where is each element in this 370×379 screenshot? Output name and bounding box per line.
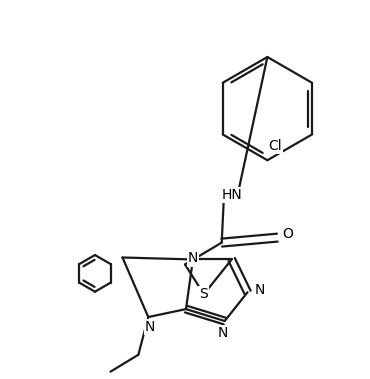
Text: S: S: [199, 287, 208, 301]
Text: N: N: [188, 252, 198, 265]
Text: N: N: [254, 283, 265, 297]
Text: Cl: Cl: [269, 139, 282, 153]
Text: N: N: [145, 320, 155, 334]
Text: HN: HN: [221, 188, 242, 202]
Text: N: N: [218, 326, 228, 340]
Text: O: O: [282, 227, 293, 241]
